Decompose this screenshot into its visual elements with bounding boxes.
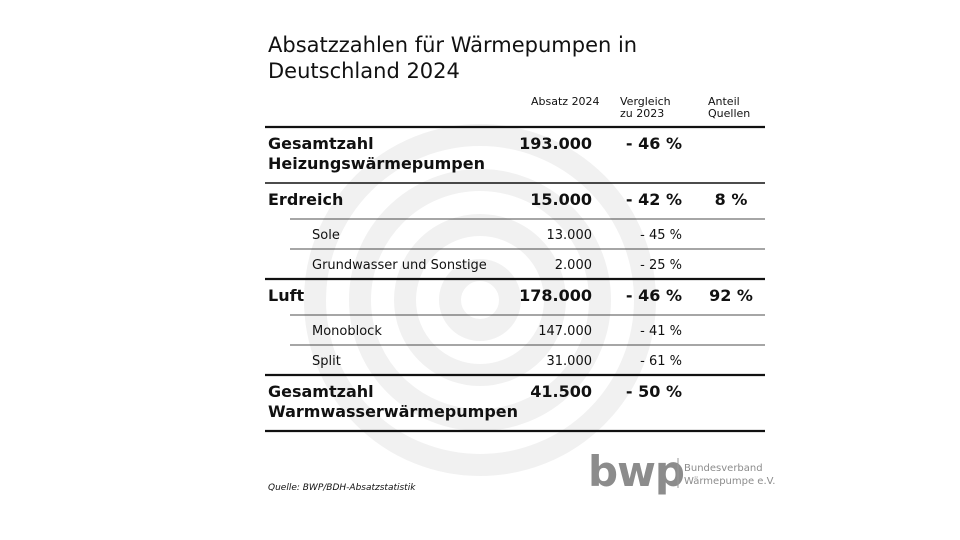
background-swirl: [304, 124, 656, 476]
absatz: 15.000: [530, 190, 592, 209]
row-label: Warmwasserwärmepumpen: [268, 402, 518, 421]
anteil: 92 %: [709, 286, 753, 305]
sub-absatz: 2.000: [555, 258, 592, 273]
column-header: Anteil: [708, 95, 740, 108]
absatz: 178.000: [519, 286, 592, 305]
row-label: Gesamtzahl: [268, 134, 374, 153]
sub-vergleich: - 41 %: [640, 324, 682, 339]
row-label: Heizungswärmepumpen: [268, 154, 485, 173]
row-label: Luft: [268, 286, 305, 305]
logo-text: Wärmepumpe e.V.: [684, 476, 775, 487]
column-header: Vergleich: [620, 95, 671, 108]
vergleich: - 46 %: [626, 286, 682, 305]
column-header: zu 2023: [620, 107, 664, 120]
sub-vergleich: - 45 %: [640, 228, 682, 243]
sub-label: Grundwasser und Sonstige: [312, 258, 487, 273]
sub-absatz: 147.000: [538, 324, 592, 339]
column-header: Quellen: [708, 107, 750, 120]
sub-vergleich: - 25 %: [640, 258, 682, 273]
anteil: 8 %: [715, 190, 748, 209]
source: Quelle: BWP/BDH-Absatzstatistik: [268, 483, 416, 493]
absatz: 41.500: [530, 382, 592, 401]
logo-text: Bundesverband: [684, 463, 763, 474]
sub-vergleich: - 61 %: [640, 354, 682, 369]
row-label: Erdreich: [268, 190, 343, 209]
sub-absatz: 31.000: [547, 354, 593, 369]
sub-label: Monoblock: [312, 324, 382, 339]
sub-label: Split: [312, 354, 341, 369]
column-header: Absatz 2024: [531, 95, 600, 108]
vergleich: - 50 %: [626, 382, 682, 401]
logo-name: bwp: [588, 447, 684, 496]
vergleich: - 42 %: [626, 190, 682, 209]
title-line: Deutschland 2024: [268, 59, 460, 83]
sub-absatz: 13.000: [547, 228, 593, 243]
vergleich: - 46 %: [626, 134, 682, 153]
sub-label: Sole: [312, 228, 340, 243]
absatz: 193.000: [519, 134, 592, 153]
title-line: Absatzzahlen für Wärmepumpen in: [268, 33, 637, 57]
row-label: Gesamtzahl: [268, 382, 374, 401]
